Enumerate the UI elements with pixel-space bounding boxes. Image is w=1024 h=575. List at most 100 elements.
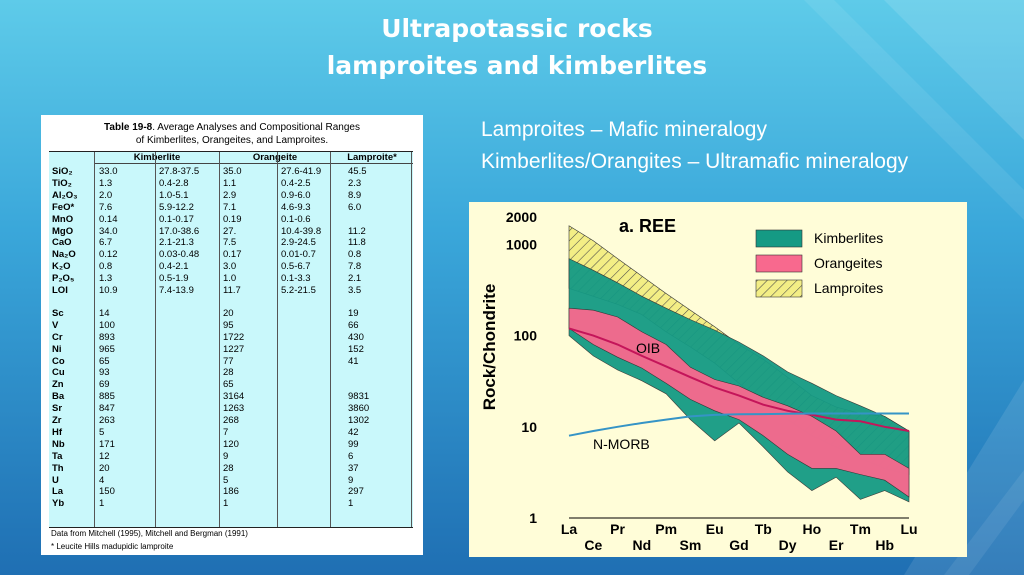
table-cell: 6.7 xyxy=(99,237,113,249)
legend-label-kimberlites: Kimberlites xyxy=(814,230,883,246)
table-cell: 33.0 xyxy=(99,166,118,177)
table-cell: 1 xyxy=(99,498,105,510)
series-line-n-morb xyxy=(568,412,909,437)
column-divider xyxy=(219,152,220,527)
table-row-label: Yb xyxy=(52,498,65,510)
y-axis-label: Rock/Chondrite xyxy=(480,284,499,411)
table-row-label: Ba xyxy=(52,391,65,403)
title-line-2: lamproites and kimberlites xyxy=(326,51,708,80)
table-cell: 17.0-38.6 xyxy=(159,225,200,237)
table-cell: 69 xyxy=(99,379,110,391)
table-row-label: U xyxy=(52,474,59,486)
table-cell: 5.9-12.2 xyxy=(159,201,194,213)
y-tick-label: 100 xyxy=(514,328,538,344)
x-tick-label: Lu xyxy=(900,521,917,537)
table-cell: 263 xyxy=(99,415,115,426)
chart-title: a. REE xyxy=(619,216,676,236)
field-orangeites xyxy=(568,307,910,498)
table-cell: 7.6 xyxy=(99,201,113,213)
bullet-lamproites: Lamproites – Mafic mineralogy xyxy=(481,118,767,141)
table-row-label: FeO* xyxy=(52,201,75,213)
x-tick-label: Dy xyxy=(779,537,797,553)
table-cell: 2.9 xyxy=(223,189,237,201)
table-cell: 885 xyxy=(99,391,115,403)
table-cell: 37 xyxy=(348,462,359,474)
table-cell: 0.5-1.9 xyxy=(159,273,189,285)
legend-label-lamproites: Lamproites xyxy=(814,280,883,296)
table-cell: 6 xyxy=(348,450,354,462)
table-cell: 2.0 xyxy=(99,189,113,201)
table-cell: 4 xyxy=(99,474,105,486)
table-cell: 430 xyxy=(348,331,364,343)
x-tick-label: Ce xyxy=(584,537,602,553)
table-cell: 0.8 xyxy=(99,261,113,273)
table-cell: 11.2 xyxy=(348,225,366,237)
table-cell: 1722 xyxy=(223,331,245,343)
x-tick-label: Gd xyxy=(729,537,748,553)
legend-label-orangeites: Orangeites xyxy=(814,255,882,271)
x-tick-label: La xyxy=(561,521,578,537)
table-cell: 120 xyxy=(223,438,239,450)
table-row-label: Cu xyxy=(52,367,65,379)
x-tick-label: Hb xyxy=(875,537,894,553)
table-cell: 0.1-0.17 xyxy=(159,213,194,225)
table-caption: Table 19-8. Average Analyses and Composi… xyxy=(41,121,423,147)
table-cell: 65 xyxy=(99,355,110,367)
table-cell: 42 xyxy=(348,426,359,438)
table-row-label: CaO xyxy=(52,237,72,249)
table-cell: 45.5 xyxy=(348,166,367,177)
table-cell: 0.1-0.6 xyxy=(281,213,311,225)
table-cell: 186 xyxy=(223,486,239,498)
header-orangeite: Orangeite xyxy=(220,152,330,164)
table-cell: 9831 xyxy=(348,391,370,403)
annotation-nmorb: N-MORB xyxy=(593,436,650,452)
table-cell: 27.8-37.5 xyxy=(159,166,200,177)
table-cell: 12 xyxy=(99,450,110,462)
table-cell: 297 xyxy=(348,486,364,498)
table-cell: 7 xyxy=(223,426,229,438)
table-cell: 0.12 xyxy=(99,249,118,261)
table-cell: 171 xyxy=(99,438,115,450)
x-tick-label: Er xyxy=(829,537,844,553)
y-tick-label: 10 xyxy=(521,419,537,435)
table-cell: 100 xyxy=(99,319,115,331)
table-row-label: SiO₂ xyxy=(52,166,73,177)
table-cell: 0.14 xyxy=(99,213,118,225)
x-tick-label: Pm xyxy=(655,521,677,537)
table-cell: 95 xyxy=(223,319,234,331)
table-row-label: V xyxy=(52,319,59,331)
table-cell: 152 xyxy=(348,343,364,355)
table-cell: 2.1-21.3 xyxy=(159,237,194,249)
header-kimberlite: Kimberlite xyxy=(95,152,219,164)
y-tick-label: 1000 xyxy=(506,236,537,252)
legend-swatch-kimberlites xyxy=(755,229,803,248)
table-cell: 1.3 xyxy=(99,177,113,189)
table-cell: 6.0 xyxy=(348,201,362,213)
column-divider xyxy=(155,152,156,527)
table-cell: 77 xyxy=(223,355,234,367)
table-row-label: Zr xyxy=(52,415,62,426)
table-cell: 5 xyxy=(99,426,105,438)
table-cell: 34.0 xyxy=(99,225,118,237)
table-row-label: Th xyxy=(52,462,64,474)
table-cell: 1.3 xyxy=(99,273,113,285)
table-cell: 3.0 xyxy=(223,261,237,273)
table-figure: Table 19-8. Average Analyses and Composi… xyxy=(41,115,423,555)
table-cell: 8.9 xyxy=(348,189,362,201)
table-cell: 2.1 xyxy=(348,273,362,285)
table-row-label: Ta xyxy=(52,450,63,462)
table-cell: 1263 xyxy=(223,403,245,415)
column-divider xyxy=(330,152,331,527)
table-cell: 93 xyxy=(99,367,110,379)
table-row-label: Sc xyxy=(52,307,64,319)
table-cell: 1227 xyxy=(223,343,245,355)
table-caption-line2: of Kimberlites, Orangeites, and Lamproit… xyxy=(135,135,329,146)
table-cell: 7.5 xyxy=(223,237,237,249)
bullet-list: Lamproites – Mafic mineralogy Kimberlite… xyxy=(481,114,908,178)
table-caption-text: . Average Analyses and Compositional Ran… xyxy=(152,122,360,133)
table-cell: 19 xyxy=(348,307,359,319)
table-cell: 0.5-6.7 xyxy=(281,261,311,273)
table-cell: 5.2-21.5 xyxy=(281,285,316,296)
table-cell: 10.4-39.8 xyxy=(281,225,322,237)
table-footnote: * Leucite Hills madupidic lamproite xyxy=(51,542,174,551)
